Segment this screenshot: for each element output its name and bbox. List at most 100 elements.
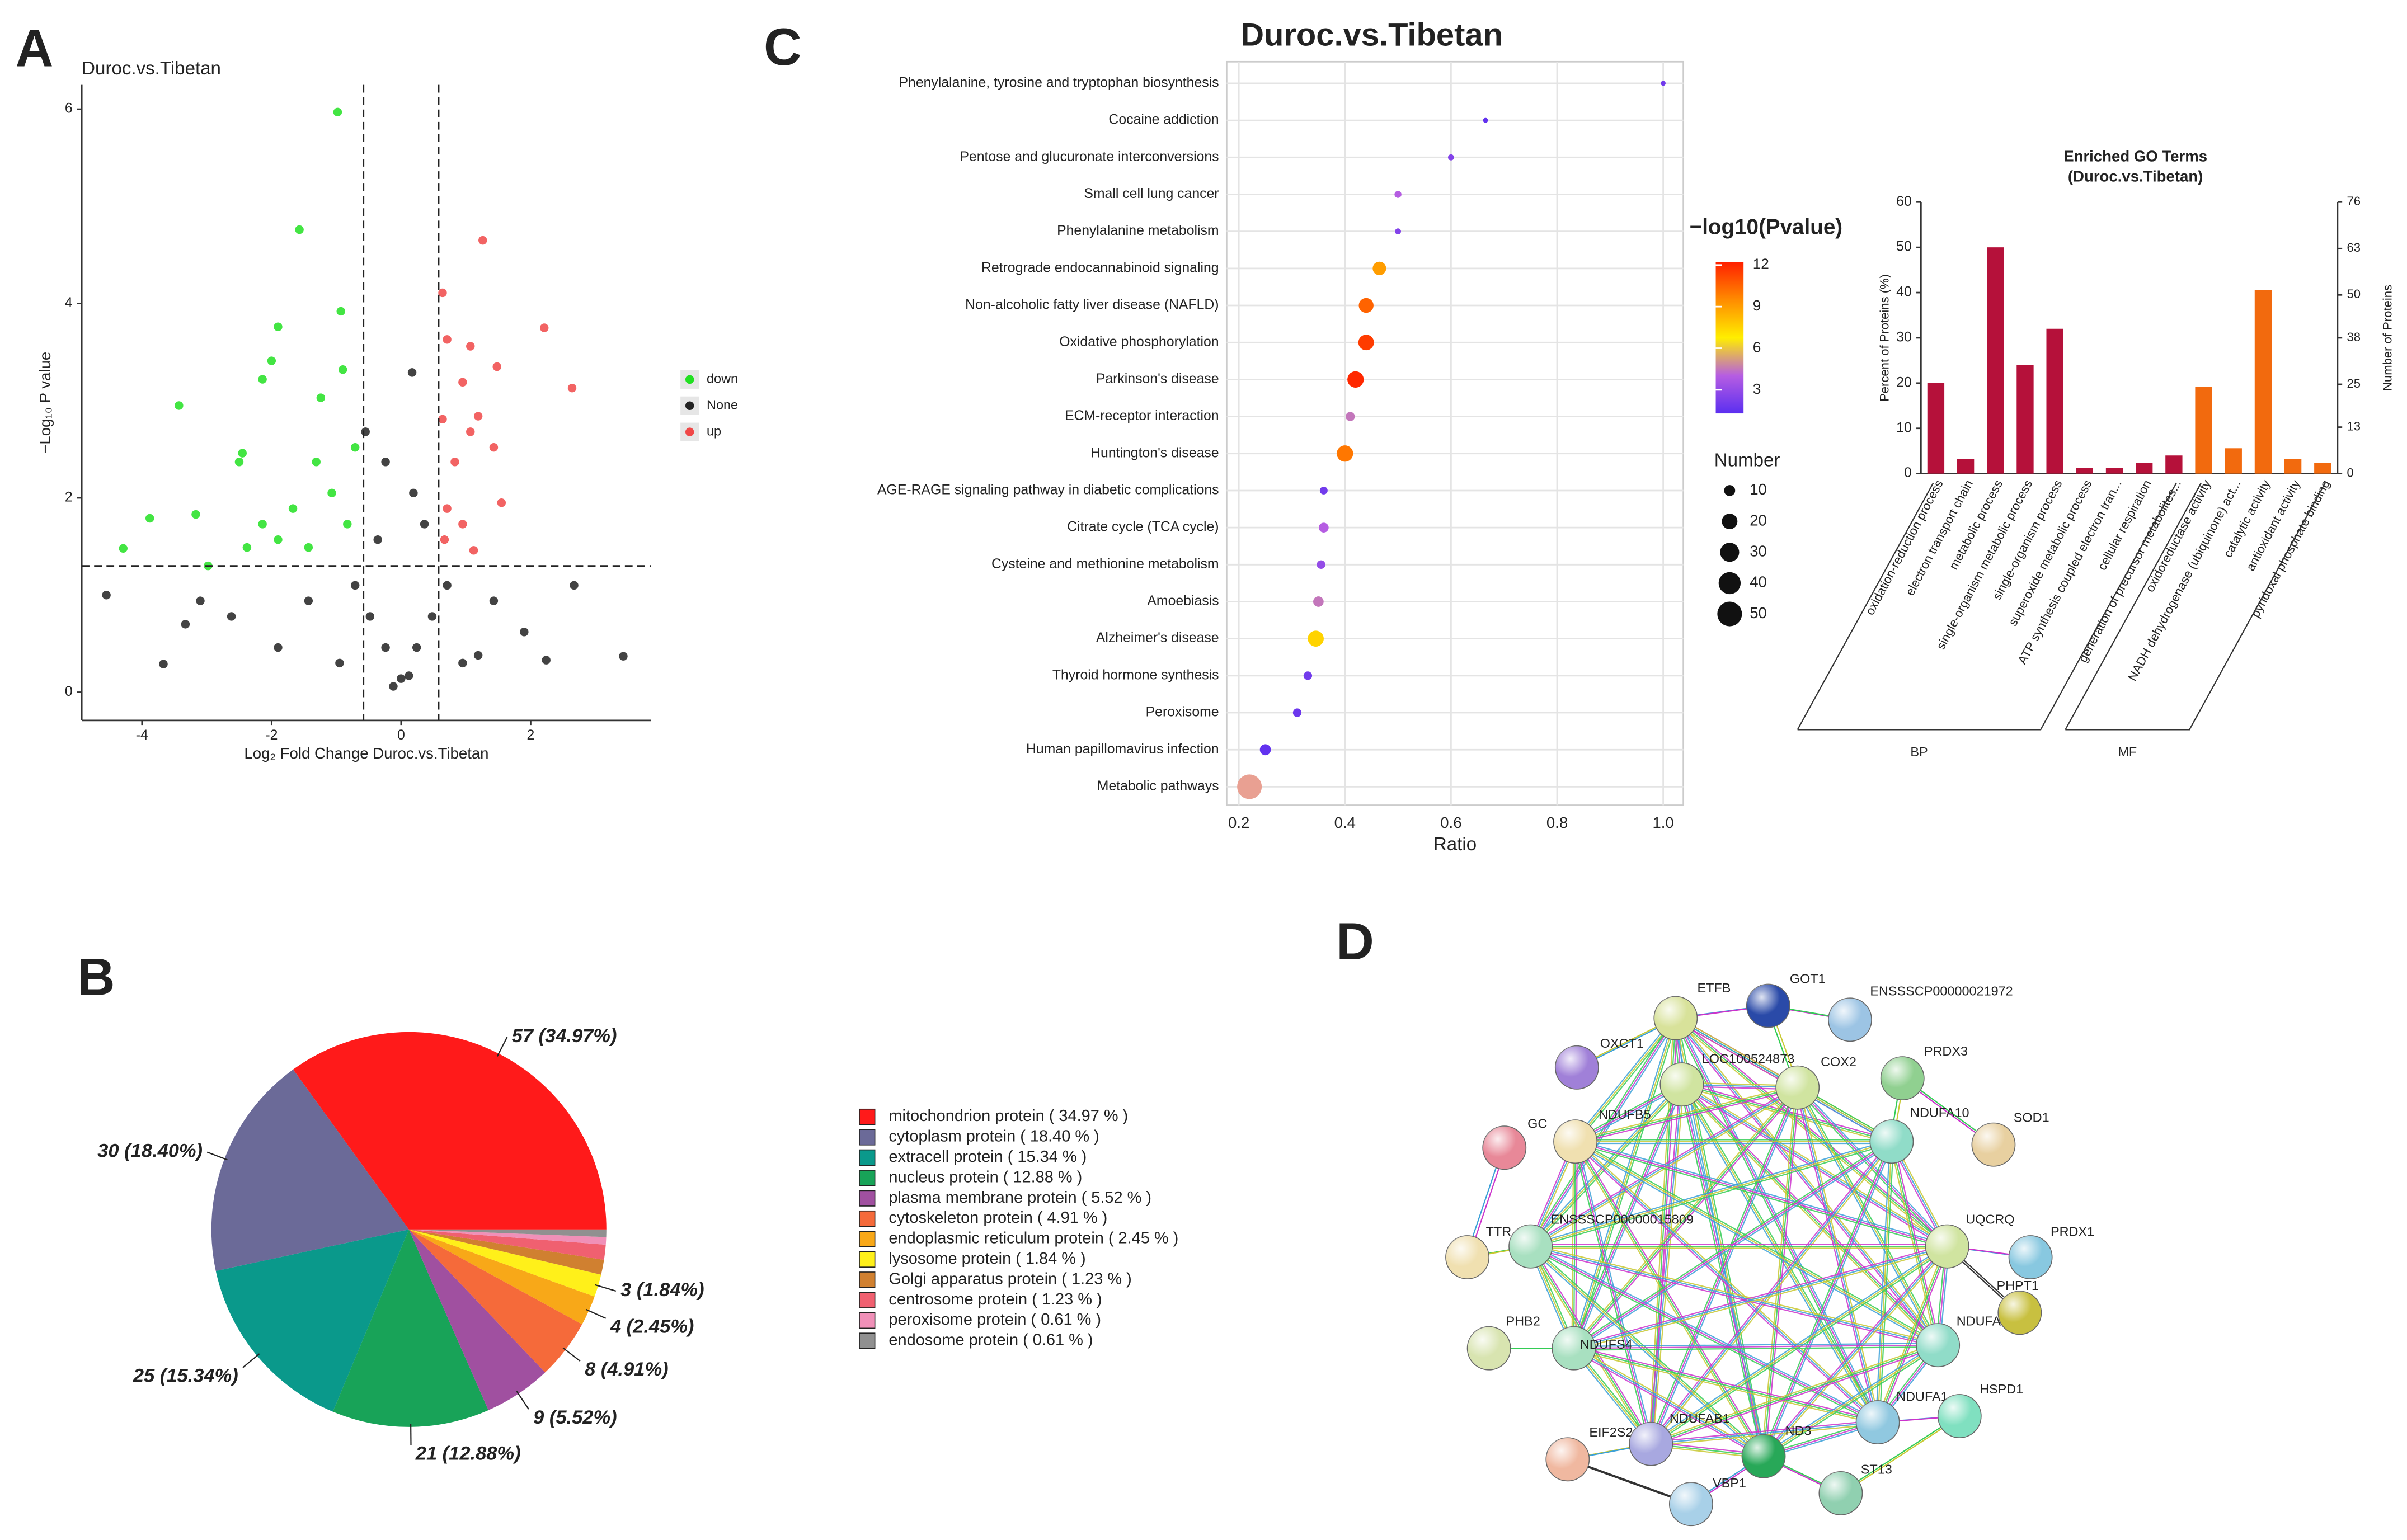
edge	[1573, 1346, 1938, 1351]
data-label: 30 (18.40%)	[97, 1141, 203, 1162]
node-highlight	[1552, 1326, 1596, 1370]
y-tick-label: 4	[65, 295, 73, 310]
edge	[1573, 1348, 1878, 1423]
point	[438, 415, 447, 424]
point	[489, 596, 499, 605]
bar	[2105, 468, 2123, 474]
bar	[2165, 455, 2183, 474]
x-tick-label: 1.0	[1652, 814, 1673, 831]
pie-slice	[332, 1229, 488, 1427]
edge	[1574, 1018, 1676, 1142]
data-label: 4 (2.45%)	[610, 1316, 694, 1337]
edge	[1676, 1016, 1949, 1246]
node-highlight	[1742, 1434, 1785, 1478]
edge	[1574, 1345, 1879, 1421]
edge	[1879, 1247, 1950, 1424]
node-highlight	[1870, 1120, 1914, 1164]
edge	[1573, 1246, 1948, 1349]
color-tick-label: 9	[1753, 297, 1761, 314]
node-label: ENSSSCP00000021972	[1870, 983, 2013, 998]
edge	[1530, 1084, 1682, 1247]
legend-label: endosome protein ( 0.61 % )	[888, 1331, 1093, 1349]
x-axis-label: Log₂ Fold Change Duroc.vs.Tibetan	[244, 745, 488, 762]
point	[427, 612, 437, 621]
edge	[1889, 1142, 1937, 1346]
size-key	[1717, 601, 1742, 627]
y-tick-label: Parkinson's disease	[1096, 371, 1219, 387]
node-label: OXCT1	[1600, 1036, 1644, 1051]
legend-swatch	[859, 1251, 876, 1268]
edge	[1877, 1246, 1948, 1423]
edge	[1530, 1139, 1892, 1246]
node-label: GOT1	[1790, 971, 1826, 986]
point	[520, 628, 529, 637]
edge	[1797, 1087, 1939, 1346]
point	[316, 393, 326, 402]
node-highlight	[1776, 1066, 1820, 1109]
y-tick-label: 30	[1896, 329, 1912, 345]
bar	[2046, 328, 2063, 474]
y-tick-label: Cocaine addiction	[1108, 112, 1219, 128]
pie-slice	[211, 1069, 409, 1271]
y-tick-label: 40	[1896, 285, 1912, 300]
size-key	[1720, 543, 1740, 562]
group-bracket	[2065, 482, 2326, 731]
point	[274, 535, 283, 544]
bar	[1927, 383, 1945, 474]
legend-swatch	[859, 1129, 876, 1146]
y2-tick-label: 25	[2347, 376, 2361, 390]
leader-line	[595, 1284, 617, 1292]
node-label: SOD1	[2014, 1110, 2049, 1125]
node-highlight	[1746, 984, 1790, 1028]
node-highlight	[1998, 1291, 2042, 1335]
x-tick-label: -2	[265, 728, 278, 743]
edge	[1798, 1086, 1940, 1345]
point	[619, 652, 628, 661]
point	[327, 488, 336, 498]
edge	[1651, 1421, 1878, 1445]
legend-marker	[685, 375, 694, 384]
edge	[1573, 1142, 1650, 1445]
edge	[1839, 1415, 1959, 1494]
y-tick-label: Huntington's disease	[1090, 445, 1219, 460]
edge	[1574, 1088, 1800, 1350]
edge	[1529, 1085, 1797, 1246]
edge	[1574, 1018, 1679, 1349]
data-label: 21 (12.88%)	[415, 1443, 521, 1464]
legend-swatch	[859, 1170, 876, 1186]
edge	[1574, 1141, 1764, 1457]
legend-title: Number	[1714, 450, 1780, 470]
node-label: PHB2	[1506, 1314, 1540, 1329]
bubble	[1313, 596, 1324, 607]
point	[288, 504, 298, 513]
chart-title: Duroc.vs.Tibetan	[82, 58, 221, 79]
point	[242, 543, 252, 552]
bar	[2195, 387, 2212, 474]
edge	[1530, 1246, 1938, 1346]
pie-slice	[408, 1229, 595, 1325]
point	[478, 236, 487, 245]
panel-letter: D	[1336, 912, 1374, 971]
leader-line	[586, 1308, 607, 1319]
legend-swatch	[859, 1149, 876, 1166]
bar	[2136, 463, 2153, 474]
point	[350, 581, 360, 590]
node-label: EIF2S2	[1589, 1425, 1633, 1439]
leader-line	[562, 1347, 581, 1362]
y-tick-label: Oxidative phosphorylation	[1059, 335, 1219, 350]
node-label: VBP1	[1713, 1476, 1746, 1490]
node-highlight	[1669, 1482, 1713, 1526]
node-highlight	[1881, 1057, 1924, 1100]
bubble	[1308, 630, 1324, 647]
y-tick-label: Phenylalanine, tyrosine and tryptophan b…	[899, 75, 1219, 90]
edge	[1893, 1141, 1940, 1345]
edge	[1675, 1018, 1939, 1346]
edge	[1573, 1087, 1798, 1349]
y-tick-label: ECM-receptor interaction	[1065, 408, 1219, 423]
point	[540, 323, 549, 332]
edge	[1576, 1141, 1654, 1444]
node-label: ETFB	[1697, 981, 1731, 995]
y-tick-label: 6	[65, 101, 73, 116]
legend-label: lysosome protein ( 1.84 % )	[888, 1250, 1085, 1268]
legend-label: cytoskeleton protein ( 4.91 % )	[888, 1209, 1107, 1227]
